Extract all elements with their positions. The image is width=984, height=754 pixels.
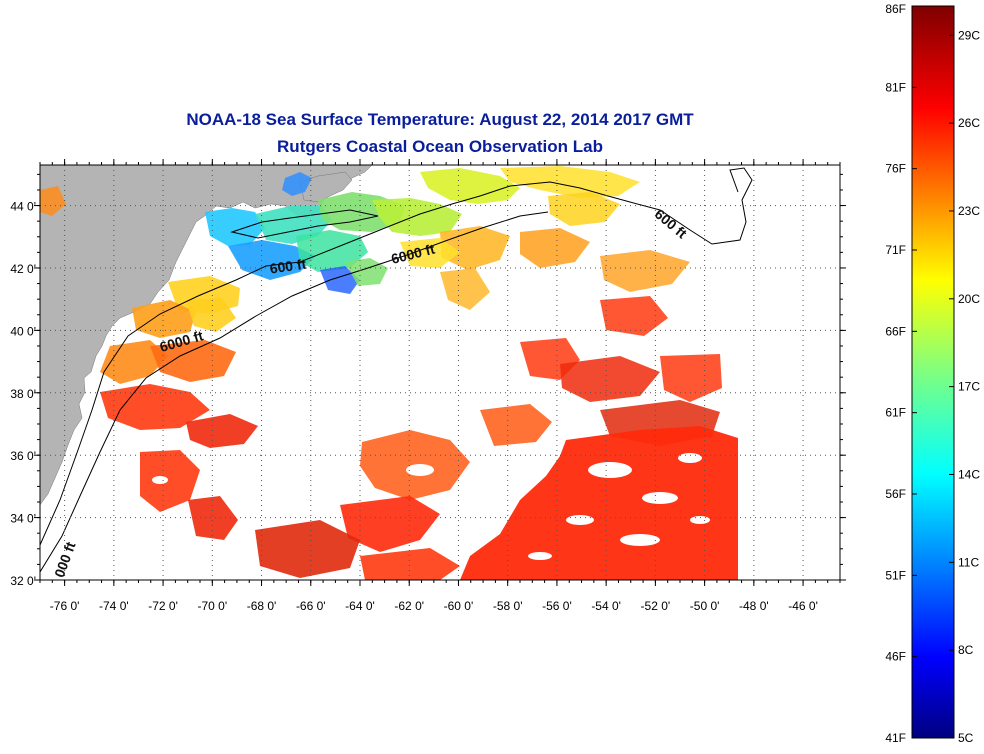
lon-label: -64 0' <box>345 599 375 613</box>
lon-label: -62 0' <box>394 599 424 613</box>
lat-label: 38 0' <box>10 387 36 401</box>
lon-label: -76 0' <box>50 599 80 613</box>
lon-label: -72 0' <box>148 599 178 613</box>
colorbar-f-label: 56F <box>885 487 906 501</box>
map-frame <box>39 164 841 581</box>
lat-label: 34 0' <box>10 512 36 526</box>
colorbar-f-label: 46F <box>885 650 906 664</box>
lat-label: 40 0' <box>10 324 36 338</box>
latitude-labels: 44 0' 42 0' 40 0' 38 0' 36 0' 34 0' 32 0' <box>10 200 36 588</box>
colorbar-gradient <box>911 5 955 739</box>
contour-label: 600 ft <box>269 256 308 277</box>
colorbar-c-label: 29C <box>958 28 980 42</box>
bathymetry-contours <box>40 167 753 573</box>
colorbar-fahrenheit-labels: 86F 81F 76F 71F 66F 61F 56F 51F 46F 41F <box>885 2 917 745</box>
colorbar-c-label: 5C <box>958 731 974 745</box>
lon-label: -54 0' <box>591 599 621 613</box>
lon-label: -68 0' <box>247 599 277 613</box>
colorbar-c-label: 23C <box>958 204 980 218</box>
colorbar-c-label: 17C <box>958 380 980 394</box>
graticule <box>40 165 840 580</box>
colorbar-f-label: 66F <box>885 324 906 338</box>
colorbar-f-label: 61F <box>885 406 906 420</box>
lat-label: 32 0' <box>10 574 36 588</box>
lon-label: -46 0' <box>788 599 818 613</box>
lon-label: -52 0' <box>641 599 671 613</box>
title-line-2: Rutgers Coastal Ocean Observation Lab <box>277 137 603 156</box>
lon-label: -70 0' <box>197 599 227 613</box>
lat-label: 44 0' <box>10 200 36 214</box>
lon-label: -66 0' <box>296 599 326 613</box>
colorbar-f-label: 86F <box>885 2 906 16</box>
contour-600ft <box>40 167 753 546</box>
cloud-gaps <box>152 453 710 560</box>
sst-cool-band <box>205 166 640 294</box>
sst-warm-red <box>100 296 738 580</box>
lon-label: -74 0' <box>99 599 129 613</box>
colorbar-f-label: 76F <box>885 162 906 176</box>
colorbar-c-label: 26C <box>958 116 980 130</box>
longitude-labels: -76 0' -74 0' -72 0' -70 0' -68 0' -66 0' -64 … <box>50 599 818 613</box>
lon-label: -56 0' <box>542 599 572 613</box>
lon-label: -48 0' <box>739 599 769 613</box>
colorbar-c-label: 20C <box>958 292 980 306</box>
lon-label: -50 0' <box>690 599 720 613</box>
colorbar-f-label: 51F <box>885 568 906 582</box>
colorbar-f-label: 71F <box>885 243 906 257</box>
map-title: NOAA-18 Sea Surface Temperature: August … <box>40 106 840 160</box>
lon-label: -58 0' <box>493 599 523 613</box>
colorbar-c-label: 14C <box>958 467 980 481</box>
lat-label: 36 0' <box>10 449 36 463</box>
lat-label: 42 0' <box>10 262 36 276</box>
colorbar-c-label: 8C <box>958 643 974 657</box>
colorbar-f-label: 41F <box>885 731 906 745</box>
colorbar-celsius-labels: 29C 26C 23C 20C 17C 14C 11C 8C 5C <box>949 28 980 745</box>
title-line-1: NOAA-18 Sea Surface Temperature: August … <box>186 110 694 129</box>
colorbar-f-label: 81F <box>885 80 906 94</box>
contour-6000ft <box>40 211 549 573</box>
axis-ticks <box>34 159 846 586</box>
lon-label: -60 0' <box>444 599 474 613</box>
colorbar-c-label: 11C <box>958 555 979 569</box>
contour-inner-gulf <box>230 209 379 239</box>
